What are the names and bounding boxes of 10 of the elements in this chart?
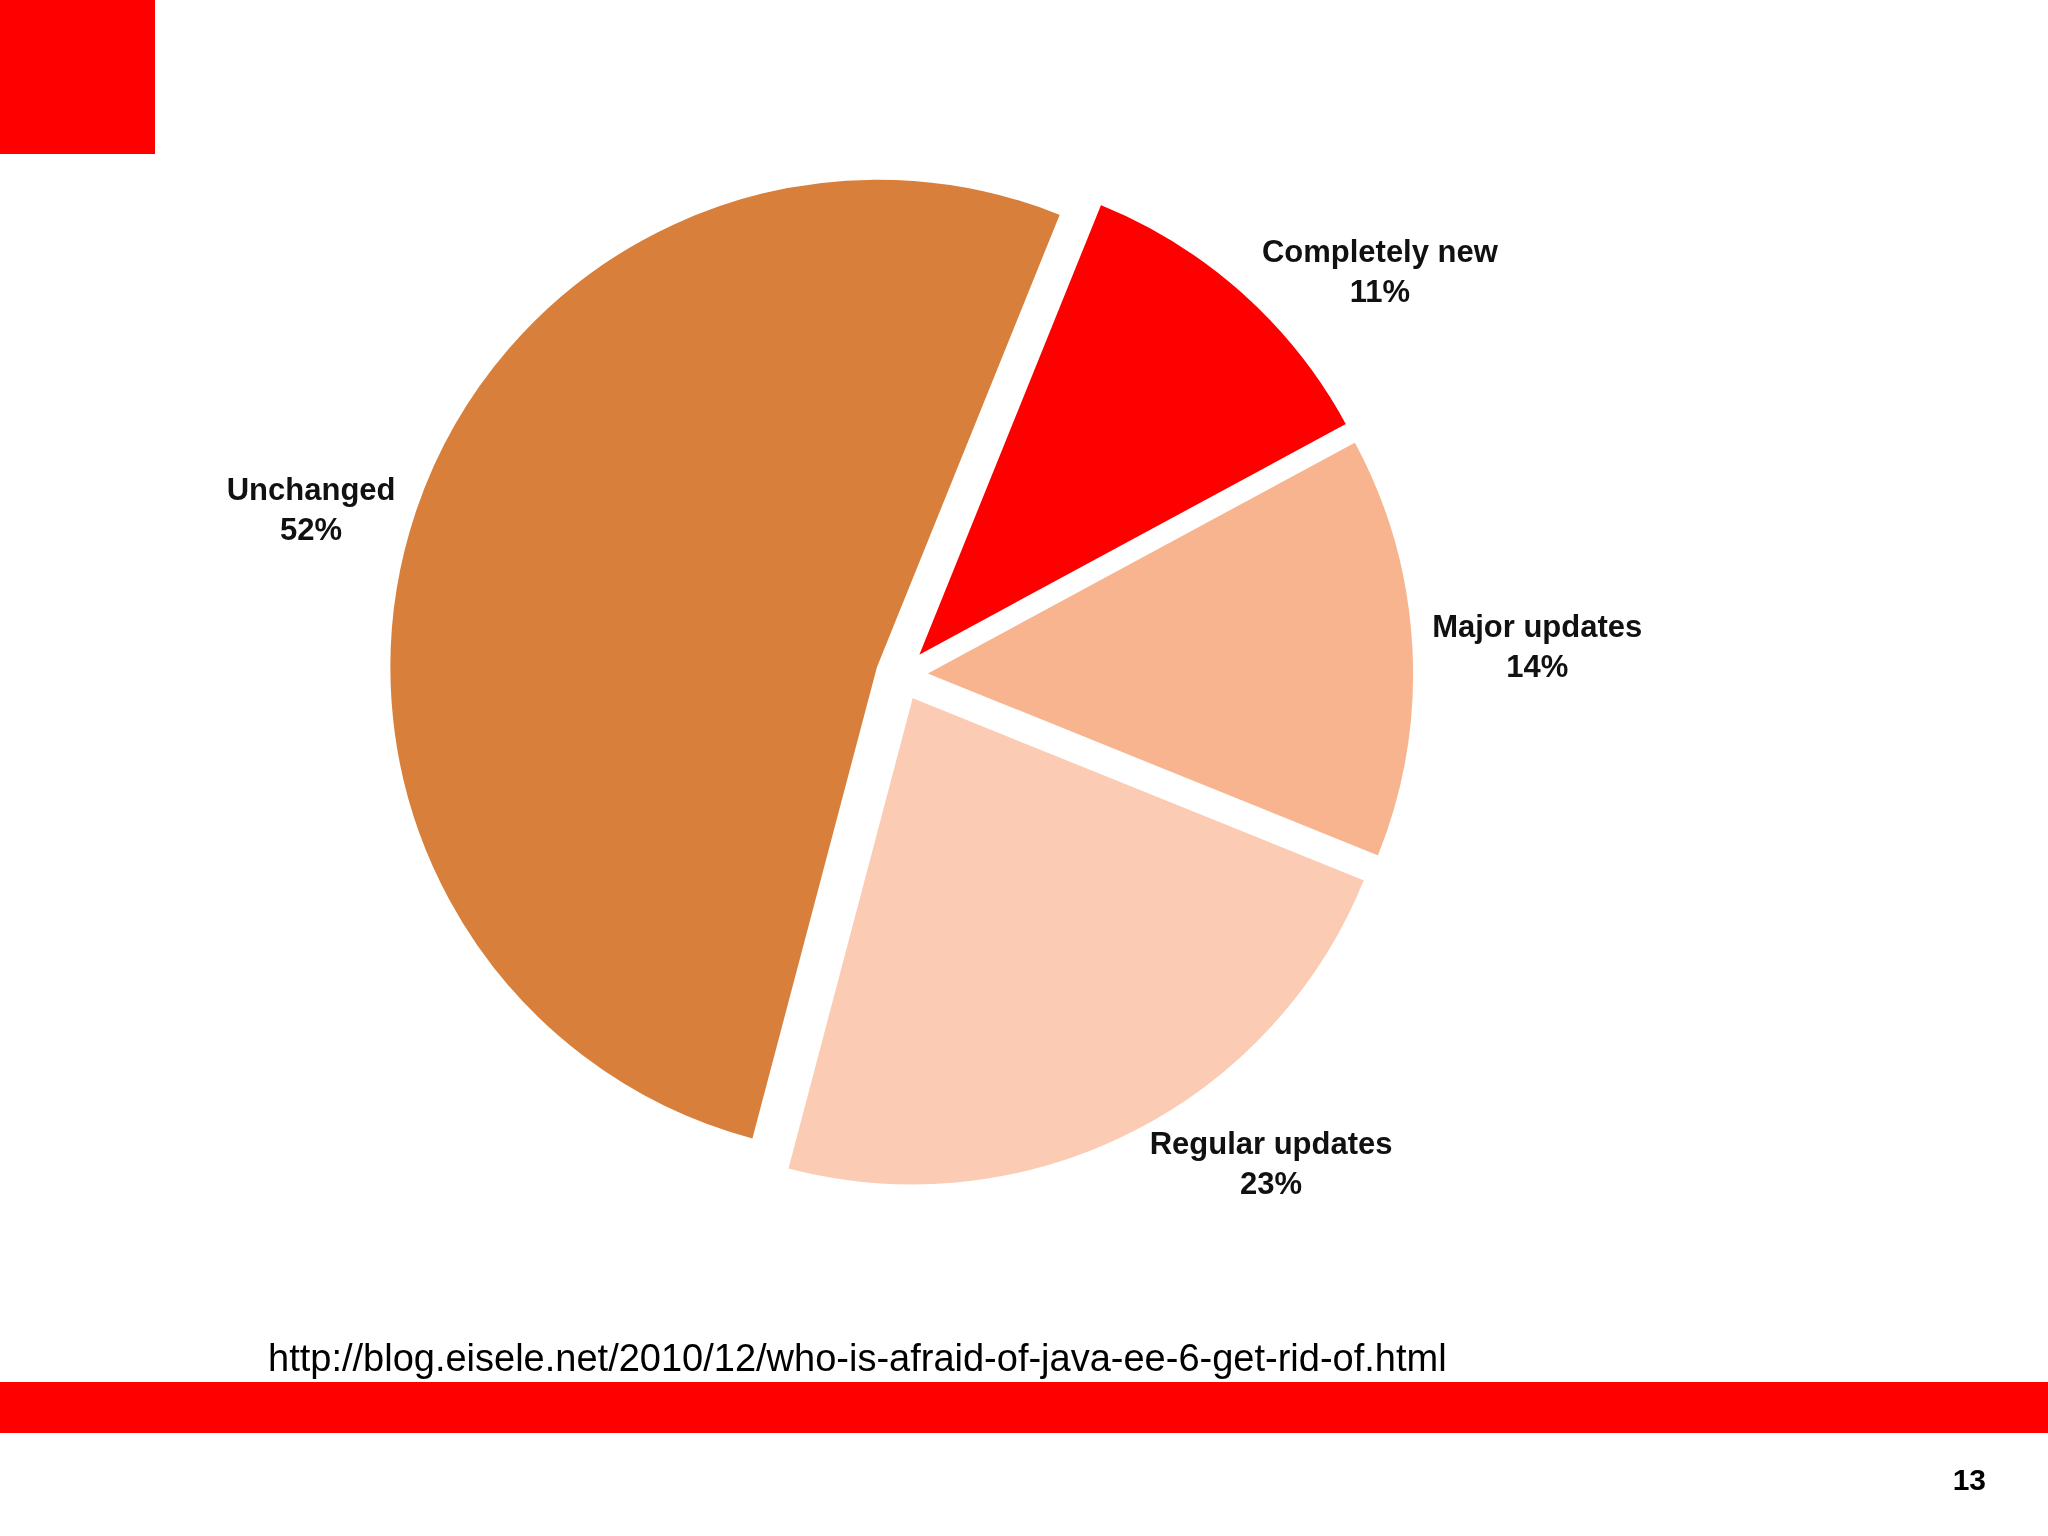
slice-label: Regular updates	[1149, 1126, 1393, 1162]
slice-label: Major updates	[1432, 608, 1643, 644]
data-label: 52%	[280, 511, 343, 547]
text: 13	[1952, 1462, 1986, 1498]
data-label: 23%	[1240, 1166, 1303, 1202]
slice-label: Unchanged	[226, 471, 396, 507]
text: http://blog.eisele.net/2010/12/who-is-afraid-of-java-ee-6-get-rid-of.html	[268, 1336, 1447, 1380]
slice-label: Completely new	[1261, 234, 1499, 269]
data-label: 11%	[1349, 274, 1411, 310]
data-label: 14%	[1506, 648, 1569, 684]
